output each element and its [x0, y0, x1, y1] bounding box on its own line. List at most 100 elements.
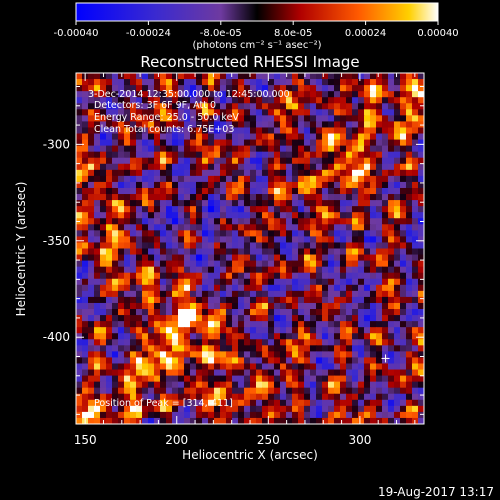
heatmap-cell: [172, 309, 179, 316]
heatmap-cell: [400, 381, 407, 389]
heatmap-cell: [322, 375, 329, 383]
heatmap-cell: [202, 327, 209, 334]
heatmap-cell: [136, 115, 143, 123]
heatmap-cell: [298, 393, 305, 401]
heatmap-cell: [400, 218, 407, 225]
heatmap-cell: [136, 266, 143, 274]
heatmap-cell: [118, 290, 125, 298]
heatmap-cell: [214, 115, 221, 123]
heatmap-cell: [214, 91, 221, 98]
heatmap-cell: [334, 260, 341, 268]
heatmap-cell: [280, 139, 287, 147]
heatmap-cell: [250, 357, 257, 365]
heatmap-cell: [406, 351, 413, 359]
heatmap-cell: [232, 236, 239, 244]
heatmap-cell: [202, 351, 209, 359]
heatmap-cell: [322, 254, 329, 262]
heatmap-cell: [316, 206, 323, 213]
heatmap-cell: [160, 272, 167, 280]
heatmap-cell: [154, 254, 161, 262]
heatmap-cell: [262, 181, 269, 189]
heatmap-cell: [370, 278, 377, 286]
heatmap-cell: [406, 200, 413, 207]
heatmap-cell: [220, 224, 227, 231]
heatmap-cell: [136, 260, 143, 268]
heatmap-cell: [76, 284, 83, 292]
heatmap-cell: [184, 339, 191, 346]
heatmap-cell: [136, 97, 143, 104]
heatmap-cell: [142, 351, 149, 359]
heatmap-cell: [262, 278, 269, 286]
heatmap-cell: [328, 236, 335, 244]
heatmap-cell: [298, 218, 305, 225]
heatmap-cell: [334, 381, 341, 389]
heatmap-cell: [178, 218, 185, 225]
heatmap-cell: [136, 139, 143, 147]
heatmap-cell: [334, 254, 341, 262]
heatmap-cell: [328, 266, 335, 274]
heatmap-cell: [274, 387, 281, 395]
heatmap-cell: [400, 200, 407, 207]
heatmap-cell: [220, 79, 227, 86]
heatmap-cell: [316, 381, 323, 389]
heatmap-cell: [382, 411, 389, 419]
heatmap-cell: [232, 254, 239, 262]
heatmap-cell: [166, 236, 173, 244]
heatmap-cell: [106, 321, 113, 328]
heatmap-cell: [220, 175, 227, 183]
heatmap-cell: [406, 85, 413, 92]
heatmap-cell: [232, 181, 239, 189]
heatmap-cell: [226, 248, 233, 256]
heatmap-cell: [118, 254, 125, 262]
heatmap-cell: [154, 363, 161, 371]
heatmap-cell: [100, 254, 107, 262]
heatmap-cell: [310, 266, 317, 274]
heatmap-cell: [370, 393, 377, 401]
heatmap-cell: [388, 315, 395, 322]
heatmap-cell: [262, 399, 269, 407]
heatmap-cell: [136, 296, 143, 304]
heatmap-cell: [166, 169, 173, 177]
heatmap-cell: [334, 79, 341, 86]
heatmap-cell: [106, 254, 113, 262]
heatmap-cell: [88, 224, 95, 231]
heatmap-cell: [340, 145, 347, 153]
annotation-clean: Clean Total counts: 6.75E+03: [94, 124, 234, 135]
heatmap-cell: [298, 103, 305, 110]
heatmap-cell: [364, 357, 371, 365]
heatmap-cell: [346, 327, 353, 334]
heatmap-cell: [184, 133, 191, 141]
heatmap-cell: [406, 145, 413, 153]
heatmap-cell: [214, 381, 221, 389]
heatmap-cell: [400, 369, 407, 377]
heatmap-cell: [334, 194, 341, 201]
heatmap-cell: [130, 411, 137, 419]
heatmap-cell: [376, 272, 383, 280]
heatmap-cell: [130, 278, 137, 286]
heatmap-cell: [388, 91, 395, 98]
heatmap-cell: [154, 121, 161, 129]
heatmap-cell: [412, 375, 419, 383]
heatmap-cell: [82, 187, 89, 195]
heatmap-cell: [334, 369, 341, 377]
heatmap-cell: [202, 254, 209, 262]
heatmap-cell: [238, 302, 245, 310]
heatmap-cell: [334, 290, 341, 298]
heatmap-cell: [310, 357, 317, 365]
heatmap-cell: [292, 103, 299, 110]
heatmap-cell: [166, 254, 173, 262]
heatmap-cell: [268, 151, 275, 159]
heatmap-cell: [184, 194, 191, 201]
heatmap-cell: [76, 139, 83, 147]
heatmap-cell: [160, 296, 167, 304]
heatmap-cell: [178, 393, 185, 401]
heatmap-cell: [118, 109, 125, 116]
heatmap-cell: [358, 115, 365, 123]
heatmap-cell: [136, 363, 143, 371]
heatmap-cell: [220, 339, 227, 346]
heatmap-cell: [82, 91, 89, 98]
heatmap-cell: [370, 109, 377, 116]
heatmap-cell: [124, 109, 131, 116]
heatmap-cell: [370, 339, 377, 346]
heatmap-cell: [130, 133, 137, 141]
